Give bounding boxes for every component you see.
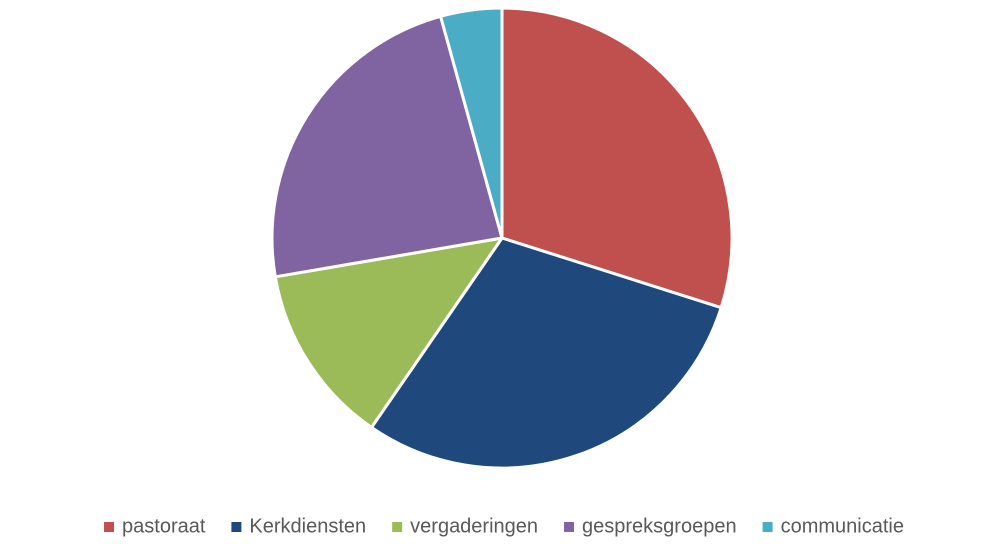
legend-label: pastoraat (122, 515, 206, 537)
legend: pastoraat Kerkdiensten vergaderingen gespre… (104, 515, 904, 537)
legend-swatch (564, 522, 575, 532)
legend-label: communicatie (781, 515, 904, 537)
legend-swatch (231, 522, 242, 532)
pie-slice (370, 236, 723, 470)
legend-swatch (104, 522, 115, 532)
legend-swatch (762, 522, 773, 532)
legend-label: vergaderingen (410, 515, 538, 537)
legend-swatch (392, 522, 403, 532)
pie-slice (500, 6, 734, 310)
pie-slice (439, 6, 504, 240)
legend-label: gespreksgroepen (582, 515, 737, 537)
pie-slice (270, 14, 504, 279)
legend-label: Kerkdiensten (249, 515, 366, 537)
pie-slice (273, 236, 504, 429)
